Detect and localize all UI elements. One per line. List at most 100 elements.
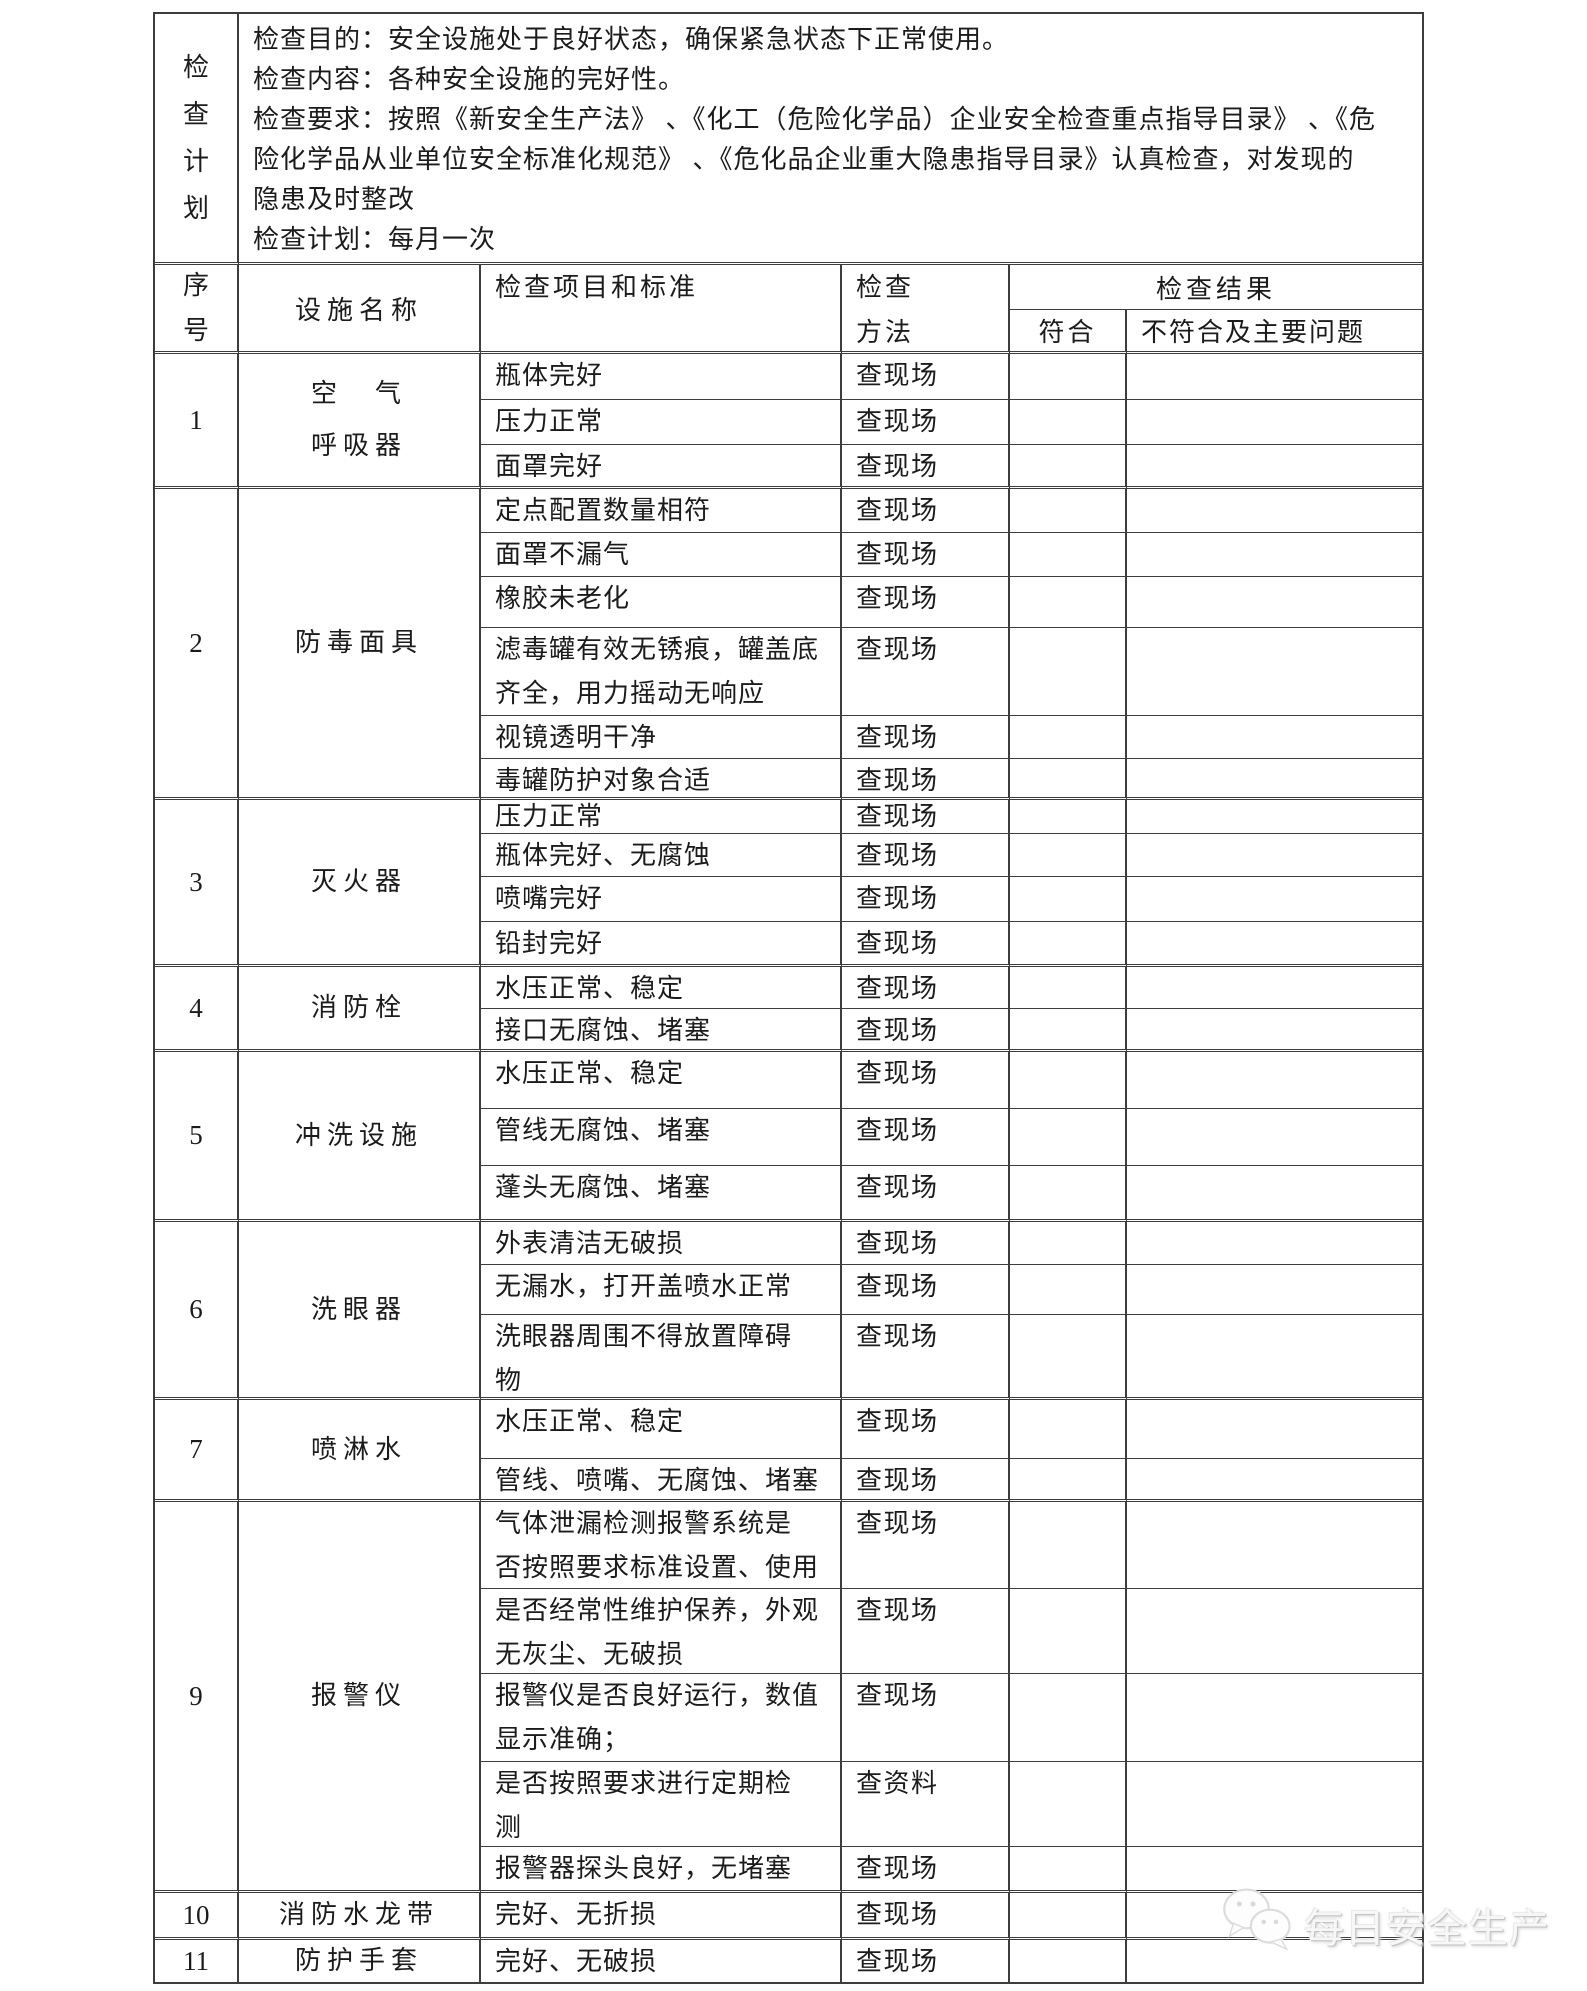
plan-line: 隐患及时整改 <box>253 185 416 214</box>
result-pass-cell <box>1010 877 1127 922</box>
result-fail-cell <box>1127 1009 1422 1052</box>
result-pass-cell <box>1010 1222 1127 1265</box>
inspection-item-cell: 面罩不漏气 <box>481 533 842 577</box>
method-cell: 查资料 <box>842 1762 1010 1847</box>
result-fail-cell <box>1127 533 1422 577</box>
result-pass-cell <box>1010 716 1127 759</box>
result-fail-cell <box>1127 759 1422 800</box>
inspection-item-cell: 毒罐防护对象合适 <box>481 759 842 800</box>
plan-line: 检查计划：每月一次 <box>253 225 497 254</box>
method-cell: 查现场 <box>842 716 1010 759</box>
result-pass-cell <box>1010 489 1127 533</box>
result-fail-cell <box>1127 877 1422 922</box>
result-fail-cell <box>1127 834 1422 877</box>
method-cell: 查现场 <box>842 1459 1010 1502</box>
inspection-item-cell: 接口无腐蚀、堵塞 <box>481 1009 842 1052</box>
method-cell: 查现场 <box>842 445 1010 489</box>
result-fail-cell <box>1127 1166 1422 1222</box>
result-fail-cell <box>1127 1052 1422 1109</box>
serial-cell: 9 <box>155 1502 239 1893</box>
result-pass-cell <box>1010 1315 1127 1400</box>
inspection-table: 检 查 计 划 检查目的：安全设施处于良好状态，确保紧急状态下正常使用。 检查内… <box>153 12 1424 1984</box>
result-fail-cell <box>1127 1109 1422 1166</box>
facility-name-cell: 防毒面具 <box>239 489 481 800</box>
facility-name-cell: 报警仪 <box>239 1502 481 1893</box>
facility-name-cell: 喷淋水 <box>239 1400 481 1502</box>
result-pass-cell <box>1010 445 1127 489</box>
method-cell: 查现场 <box>842 1265 1010 1315</box>
header-item-standard: 检查项目和标准 <box>481 265 842 354</box>
serial-cell: 4 <box>155 967 239 1052</box>
result-fail-cell <box>1127 1502 1422 1589</box>
inspection-item-cell: 喷嘴完好 <box>481 877 842 922</box>
header-facility-name: 设施名称 <box>239 265 481 354</box>
serial-cell: 3 <box>155 800 239 967</box>
facility-name-cell: 消防水龙带 <box>239 1893 481 1940</box>
result-pass-cell <box>1010 1893 1127 1940</box>
method-cell: 查现场 <box>842 1315 1010 1400</box>
inspection-item-cell: 洗眼器周围不得放置障碍 物 <box>481 1315 842 1400</box>
result-fail-cell <box>1127 1265 1422 1315</box>
result-fail-cell <box>1127 1315 1422 1400</box>
result-pass-cell <box>1010 577 1127 628</box>
method-cell: 查现场 <box>842 877 1010 922</box>
result-pass-cell <box>1010 628 1127 716</box>
inspection-item-cell: 瓶体完好、无腐蚀 <box>481 834 842 877</box>
result-fail-cell <box>1127 1459 1422 1502</box>
result-pass-cell <box>1010 1265 1127 1315</box>
result-pass-cell <box>1010 1847 1127 1893</box>
inspection-item-cell: 是否经常性维护保养，外观 无灰尘、无破损 <box>481 1589 842 1674</box>
result-pass-cell <box>1010 1052 1127 1109</box>
result-pass-cell <box>1010 400 1127 445</box>
result-fail-cell <box>1127 577 1422 628</box>
inspection-item-cell: 压力正常 <box>481 400 842 445</box>
method-cell: 查现场 <box>842 354 1010 400</box>
inspection-item-cell: 管线、喷嘴、无腐蚀、堵塞 <box>481 1459 842 1502</box>
method-cell: 查现场 <box>842 533 1010 577</box>
method-cell: 查现场 <box>842 1589 1010 1674</box>
result-fail-cell <box>1127 716 1422 759</box>
result-fail-cell <box>1127 1762 1422 1847</box>
header-result-pass: 符合 <box>1010 310 1127 354</box>
inspection-item-cell: 定点配置数量相符 <box>481 489 842 533</box>
result-pass-cell <box>1010 1109 1127 1166</box>
method-cell: 查现场 <box>842 922 1010 967</box>
inspection-item-cell: 水压正常、稳定 <box>481 1400 842 1459</box>
facility-name-cell: 消防栓 <box>239 967 481 1052</box>
inspection-item-cell: 气体泄漏检测报警系统是 否按照要求标准设置、使用 <box>481 1502 842 1589</box>
method-cell: 查现场 <box>842 1052 1010 1109</box>
serial-cell: 2 <box>155 489 239 800</box>
method-cell: 查现场 <box>842 489 1010 533</box>
serial-cell: 1 <box>155 354 239 489</box>
method-cell: 查现场 <box>842 834 1010 877</box>
serial-cell: 11 <box>155 1940 239 1982</box>
inspection-item-cell: 水压正常、稳定 <box>481 967 842 1009</box>
facility-name-cell: 空 气 呼吸器 <box>239 354 481 489</box>
result-pass-cell <box>1010 354 1127 400</box>
result-pass-cell <box>1010 1674 1127 1762</box>
inspection-item-cell: 无漏水，打开盖喷水正常 <box>481 1265 842 1315</box>
result-fail-cell <box>1127 1893 1422 1940</box>
result-pass-cell <box>1010 1940 1127 1982</box>
method-cell: 查现场 <box>842 1400 1010 1459</box>
result-pass-cell <box>1010 533 1127 577</box>
method-cell: 查现场 <box>842 1502 1010 1589</box>
header-result: 检查结果 <box>1010 265 1422 310</box>
inspection-item-cell: 报警仪是否良好运行，数值 显示准确； <box>481 1674 842 1762</box>
plan-line: 检查目的：安全设施处于良好状态，确保紧急状态下正常使用。 <box>253 25 1010 54</box>
plan-label-cell: 检 查 计 划 <box>155 14 239 265</box>
result-fail-cell <box>1127 628 1422 716</box>
facility-name-cell: 防护手套 <box>239 1940 481 1982</box>
result-pass-cell <box>1010 1502 1127 1589</box>
inspection-item-cell: 蓬头无腐蚀、堵塞 <box>481 1166 842 1222</box>
method-cell: 查现场 <box>842 1893 1010 1940</box>
result-pass-cell <box>1010 922 1127 967</box>
method-cell: 查现场 <box>842 967 1010 1009</box>
result-fail-cell <box>1127 1940 1422 1982</box>
inspection-item-cell: 完好、无破损 <box>481 1940 842 1982</box>
result-fail-cell <box>1127 400 1422 445</box>
method-cell: 查现场 <box>842 1940 1010 1982</box>
facility-name-cell: 洗眼器 <box>239 1222 481 1400</box>
inspection-item-cell: 橡胶未老化 <box>481 577 842 628</box>
